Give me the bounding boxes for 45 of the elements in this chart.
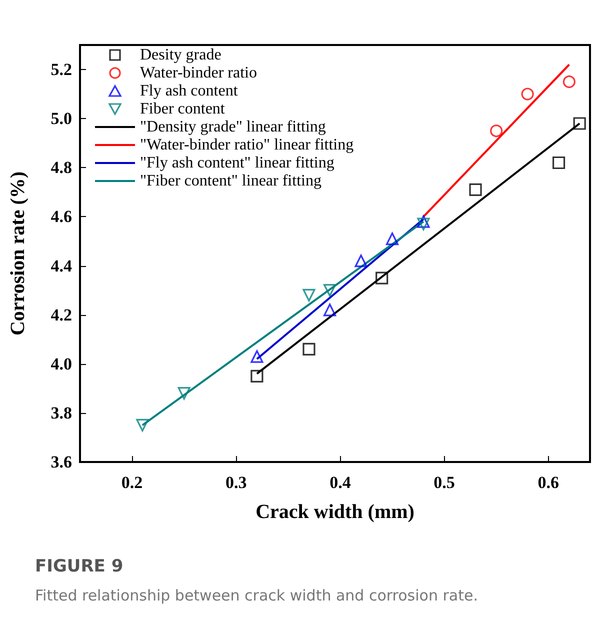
point <box>302 342 316 356</box>
y-tick-label: 4.4 <box>50 256 72 276</box>
legend-label: Fly ash content <box>140 82 238 100</box>
point <box>323 284 336 297</box>
caption: FIGURE 9 <box>35 556 124 576</box>
point <box>521 88 534 100</box>
point <box>178 387 190 400</box>
y-tick-label: 3.8 <box>50 403 72 422</box>
x-axis-title: Crack width (mm) <box>256 501 414 523</box>
legend-label: "Water-binder ratio" linear fitting <box>140 136 354 154</box>
y-axis-title: Corrosion rate (%) <box>7 171 29 336</box>
y-tick-label: 4.2 <box>50 305 72 324</box>
point <box>562 75 576 88</box>
point <box>469 183 482 196</box>
point <box>302 288 316 302</box>
y-tick-label: 4.0 <box>50 354 72 374</box>
y-tick-label: 4.8 <box>50 158 72 178</box>
legend-label: Water-binder ratio <box>140 64 257 82</box>
legend-label: "Density grade" linear fitting <box>140 118 326 136</box>
legend-label: "Fly ash content" linear fitting <box>140 154 334 172</box>
legend-label: Desity grade <box>140 46 222 64</box>
text: Fitted relationship between crack width and corrosion rate. <box>35 586 478 604</box>
point <box>417 215 430 228</box>
y-tick-label: 4.6 <box>50 207 72 226</box>
point <box>250 370 264 382</box>
x-tick-label: 0.4 <box>330 473 352 492</box>
point <box>136 418 149 432</box>
point <box>417 218 430 230</box>
point <box>490 124 503 138</box>
y-tick-label: 3.6 <box>50 452 72 472</box>
y-tick-label: 5.2 <box>50 60 72 80</box>
point <box>573 117 586 130</box>
point <box>386 232 399 246</box>
x-tick-label: 0.3 <box>225 473 247 492</box>
point <box>552 156 566 170</box>
legend-label: "Fiber content" linear fitting <box>140 172 322 190</box>
x-tick-label: 0.2 <box>121 473 143 492</box>
point <box>323 304 336 316</box>
point <box>250 350 264 363</box>
x-tick-label: 0.6 <box>538 473 559 492</box>
y-tick-label: 5.0 <box>50 109 72 128</box>
x-tick-label: 0.5 <box>434 473 455 492</box>
point <box>376 272 388 284</box>
legend-label: Fiber content <box>140 100 226 118</box>
point <box>354 254 368 268</box>
